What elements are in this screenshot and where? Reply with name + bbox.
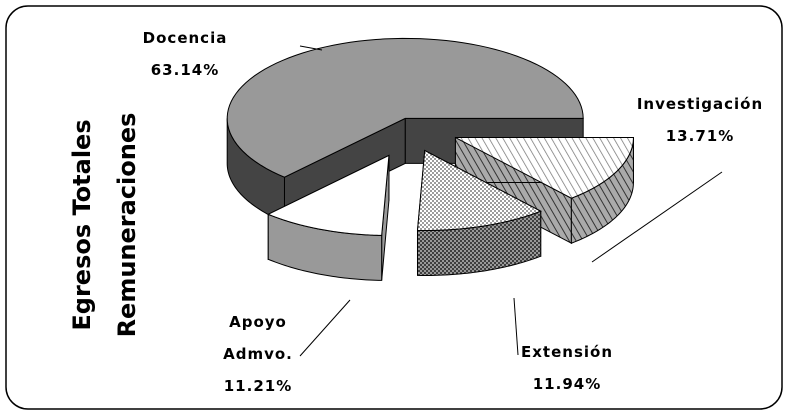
leader-line	[513, 297, 519, 356]
category-label: Investigación	[636, 95, 764, 113]
slice	[454, 136, 634, 245]
frame	[5, 5, 783, 410]
slice-label: Docencia 63.14%	[110, 22, 260, 86]
slice	[416, 149, 542, 277]
category-label: Extensión	[521, 343, 613, 361]
value-label: 11.21%	[223, 377, 293, 395]
slice-top	[416, 149, 542, 232]
value-label: 63.14%	[150, 61, 220, 79]
pie	[226, 37, 634, 281]
slice-label: Extensión 11.94%	[497, 336, 637, 400]
leaders	[299, 45, 723, 357]
category-label: Docencia	[142, 29, 228, 47]
slice-top	[226, 37, 584, 178]
value-label: 13.71%	[665, 127, 735, 145]
slice-top	[267, 154, 390, 236]
leader-line	[299, 299, 351, 357]
category-label: Apoyo Admvo.	[223, 313, 293, 363]
chart-title-line: Egresos Totales	[68, 119, 96, 330]
leader-line	[591, 171, 723, 263]
slice-label: Apoyo Admvo. 11.21%	[218, 306, 298, 402]
chart-title-line: Remuneraciones	[113, 113, 141, 338]
chart-title: Egresos Totales Remuneraciones	[68, 113, 141, 338]
leader-line	[299, 45, 323, 51]
value-label: 11.94%	[532, 375, 602, 393]
slice-label: Investigación 13.71%	[620, 88, 780, 152]
slice	[267, 154, 390, 281]
slice-top	[455, 137, 634, 199]
